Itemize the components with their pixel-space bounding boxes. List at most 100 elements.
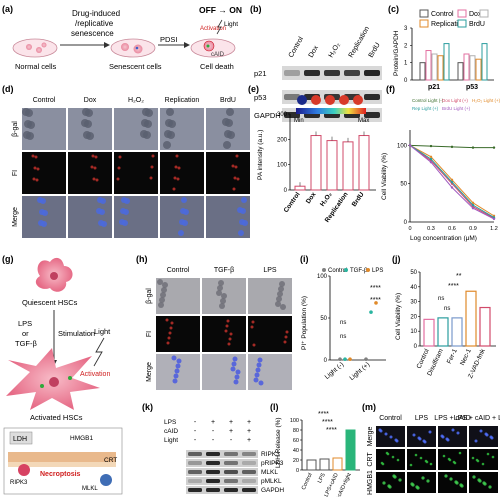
significance-label: **** [370, 297, 381, 304]
blot-row-label: GAPDH [261, 487, 284, 494]
significance-label: ns [340, 334, 346, 340]
cell-spot [228, 337, 232, 341]
cell-spot [232, 187, 236, 191]
cell-spot [275, 301, 281, 307]
pa-image-icon [325, 95, 335, 105]
cell-spot [217, 285, 223, 291]
y-tick-label: 50 [320, 316, 327, 322]
panel-f-label: (f) [386, 84, 395, 94]
data-point [348, 357, 352, 361]
data-point [471, 146, 475, 149]
y-tick-label: 80 [293, 428, 299, 434]
significance-label: **** [448, 283, 459, 290]
panel-d-micrographs: Control Dox H₂O₂ Replication BrdU β-gal FI Merg… [12, 97, 250, 238]
cell-spot [456, 431, 460, 435]
micrograph-column-header: TGF-β [214, 267, 234, 274]
micrograph-tile [160, 152, 204, 194]
blot-band [206, 479, 220, 483]
blot-row-label: pMLKL [261, 478, 282, 485]
cell-spot [176, 177, 180, 181]
blot-row-label: p21 [254, 69, 267, 78]
bar [423, 318, 435, 347]
light-label: Light [224, 21, 238, 28]
pa-colorbar [296, 108, 366, 114]
cell-spot [171, 355, 177, 361]
cell-spot [93, 166, 97, 170]
panel-k-blots: LPS - + + + cAID - - + + Light - - - + RIPK3 pRIPK3 MLKL p… [164, 419, 284, 494]
y-axis-label: Cell Viability (%) [395, 293, 402, 340]
condition-label: Light [164, 437, 178, 444]
cell-spot [253, 377, 259, 383]
cell-spot [32, 177, 36, 181]
x-tick-label: BrdU [351, 191, 366, 208]
micrograph-column-header: LPS + cAID [434, 415, 470, 422]
bar [425, 50, 432, 81]
blot-band [224, 470, 238, 474]
cell-spot [176, 358, 182, 364]
micrograph-column-header: Replication [165, 97, 200, 104]
bar [294, 185, 306, 191]
cell-spot [414, 453, 418, 457]
light-bolt-icon [93, 337, 105, 367]
caid-label: cAID [211, 52, 225, 58]
activation-label-g: Activation [80, 371, 110, 378]
cell-spot [472, 475, 476, 479]
cell-spot [409, 463, 413, 467]
cell-spot [279, 281, 285, 287]
bar [469, 55, 476, 81]
cell-spot [444, 474, 448, 478]
x-tick-label: Control [283, 191, 302, 214]
blot-band [188, 470, 202, 474]
legend-label: Rep Light (+) [412, 106, 439, 111]
cell-spot [429, 462, 433, 466]
blot-band [224, 479, 238, 483]
condition-sign: + [211, 419, 215, 426]
data-point [343, 357, 347, 361]
significance-label: **** [326, 427, 337, 434]
blot-band [206, 452, 220, 456]
y-tick-label: 20 [293, 458, 299, 464]
blot-band [284, 70, 300, 76]
blot-band [206, 470, 220, 474]
micrograph-tile [202, 316, 246, 352]
cell-spot [233, 379, 239, 385]
micrograph-column-header: LPS [263, 267, 277, 274]
micrograph-row-label: β-gal [146, 288, 153, 304]
y-tick-label: 200 [277, 137, 288, 143]
mlkl-icon [100, 474, 112, 486]
condition-sign: - [212, 437, 215, 444]
cell-spot [419, 456, 423, 460]
blot-band [206, 461, 220, 465]
cell-spot [251, 320, 255, 324]
condition-sign: - [194, 428, 197, 435]
cell-spot [234, 374, 240, 380]
cell-spot [396, 458, 400, 462]
cell-spot [100, 198, 106, 204]
cell-spot [388, 485, 392, 489]
membrane-layer [8, 452, 116, 462]
blot-column-header: H₂O₂ [328, 41, 342, 59]
micrograph-row-label: β-gal [12, 121, 19, 137]
cell-spot [389, 435, 393, 439]
blot-column-header: Dox [308, 44, 321, 59]
bar [310, 135, 322, 191]
senescence-text: senescence [71, 29, 114, 38]
data-point [429, 155, 433, 159]
cell-spot [166, 108, 174, 116]
y-axis-label: LDH Release (%) [275, 417, 282, 468]
condition-sign: + [229, 428, 233, 435]
bar [475, 58, 482, 81]
significance-label: **** [370, 285, 381, 292]
bar [463, 53, 470, 81]
blot-strip [186, 468, 258, 476]
panel-h: (h) Control TGF-β LPS β-gal FI Merge [136, 254, 292, 390]
micrograph-tile [407, 426, 436, 447]
cell-spot [491, 455, 495, 459]
bar [451, 317, 463, 347]
cell-spot [485, 433, 489, 437]
cell-spot [442, 454, 446, 458]
lps-label: LPS [18, 319, 32, 328]
cell-spot [386, 452, 390, 456]
bar [443, 43, 450, 81]
